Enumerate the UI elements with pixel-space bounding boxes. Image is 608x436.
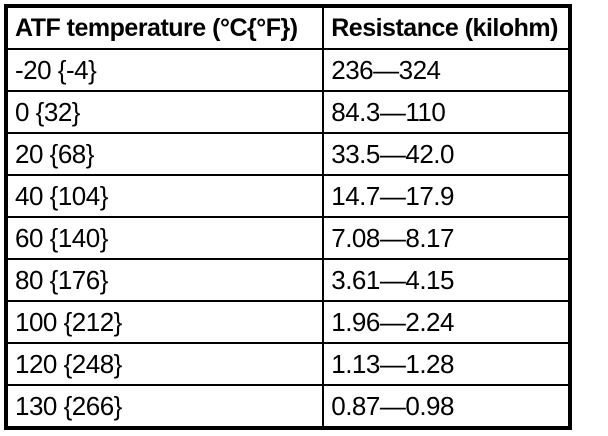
temperature-cell: -20 {-4}: [4, 48, 325, 92]
table-row: -20 {-4} 236—324: [4, 48, 571, 92]
resistance-cell: 14.7—17.9: [322, 174, 571, 218]
resistance-cell: 1.96—2.24: [322, 300, 571, 344]
atf-resistance-table: ATF temperature (°C{°F}) Resistance (kil…: [4, 4, 572, 430]
table-header-row: ATF temperature (°C{°F}) Resistance (kil…: [4, 5, 571, 50]
resistance-cell: 7.08—8.17: [322, 216, 571, 260]
table-body: -20 {-4} 236—324 0 {32} 84.3—110 20 {68}…: [4, 48, 571, 429]
table-row: 40 {104} 14.7—17.9: [4, 174, 571, 218]
temperature-cell: 100 {212}: [4, 300, 325, 344]
table-row: 130 {266} 0.87—0.98: [4, 384, 571, 429]
resistance-cell: 33.5—42.0: [322, 132, 571, 176]
temperature-cell: 60 {140}: [4, 216, 325, 260]
temperature-cell: 0 {32}: [4, 90, 325, 134]
table-row: 120 {248} 1.13—1.28: [4, 342, 571, 386]
temperature-cell: 130 {266}: [4, 384, 325, 429]
resistance-cell: 236—324: [322, 48, 571, 92]
resistance-cell: 84.3—110: [322, 90, 571, 134]
table-row: 80 {176} 3.61—4.15: [4, 258, 571, 302]
temperature-cell: 80 {176}: [4, 258, 325, 302]
resistance-cell: 1.13—1.28: [322, 342, 571, 386]
temperature-cell: 40 {104}: [4, 174, 325, 218]
header-resistance: Resistance (kilohm): [322, 5, 571, 50]
resistance-cell: 3.61—4.15: [322, 258, 571, 302]
table-row: 0 {32} 84.3—110: [4, 90, 571, 134]
table-row: 60 {140} 7.08—8.17: [4, 216, 571, 260]
temperature-cell: 20 {68}: [4, 132, 325, 176]
header-atf-temperature: ATF temperature (°C{°F}): [4, 5, 325, 50]
temperature-cell: 120 {248}: [4, 342, 325, 386]
resistance-cell: 0.87—0.98: [322, 384, 571, 429]
table-row: 100 {212} 1.96—2.24: [4, 300, 571, 344]
table-row: 20 {68} 33.5—42.0: [4, 132, 571, 176]
